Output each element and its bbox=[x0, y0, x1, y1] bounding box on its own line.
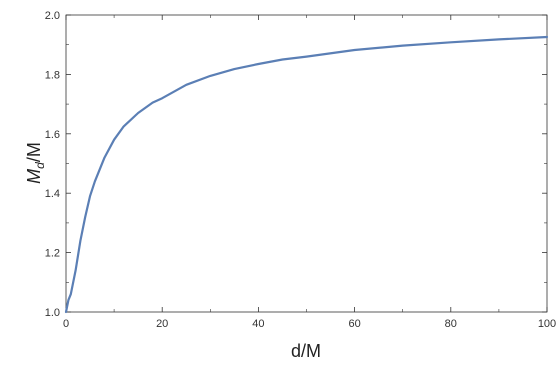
x-tick-label: 0 bbox=[63, 318, 69, 330]
x-tick-label: 100 bbox=[538, 318, 556, 330]
y-axis-title-sub: d bbox=[33, 162, 47, 169]
series-line bbox=[64, 35, 549, 314]
x-tick-label: 20 bbox=[156, 318, 168, 330]
x-tick-label: 80 bbox=[445, 318, 457, 330]
y-tick-label: 1.8 bbox=[45, 69, 60, 81]
y-tick-label: 1.4 bbox=[45, 188, 60, 200]
y-tick-label: 1.0 bbox=[45, 307, 60, 319]
series-group bbox=[64, 35, 549, 314]
x-axis-ticks: 0 20 40 60 80 100 bbox=[63, 15, 556, 330]
y-tick-label: 1.6 bbox=[45, 129, 60, 141]
y-axis-ticks: 1.0 1.2 1.4 1.6 1.8 2.0 bbox=[45, 10, 547, 319]
x-axis-title: d/M bbox=[291, 341, 321, 361]
y-tick-label: 1.2 bbox=[45, 248, 60, 260]
y-tick-label: 2.0 bbox=[45, 10, 60, 22]
y-axis-title-main: M bbox=[24, 169, 44, 184]
y-axis-title-tail: /M bbox=[24, 142, 44, 162]
x-tick-label: 60 bbox=[348, 318, 360, 330]
plot-frame bbox=[65, 14, 548, 313]
x-tick-label: 40 bbox=[252, 318, 264, 330]
y-axis-title: Md/M bbox=[24, 142, 47, 184]
